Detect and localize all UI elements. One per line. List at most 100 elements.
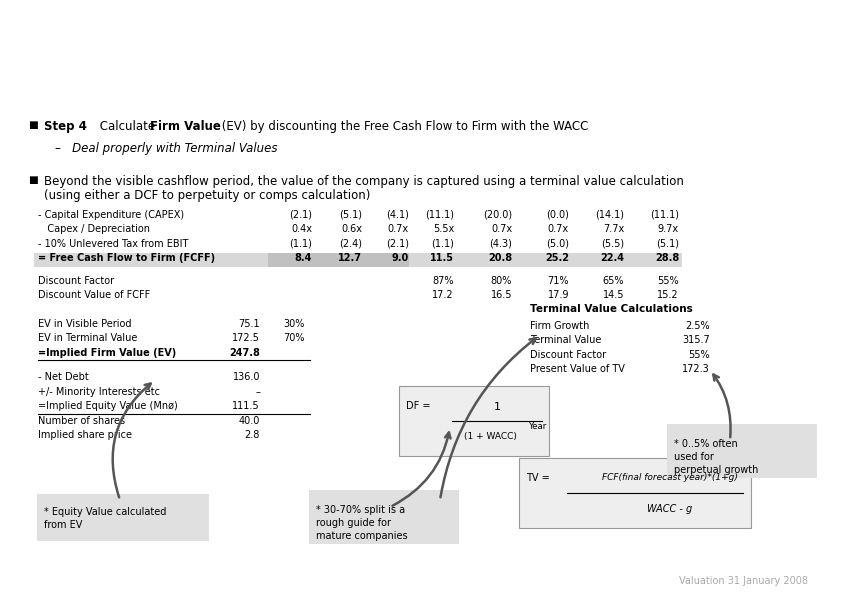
Text: Calculate: Calculate — [96, 120, 159, 133]
Text: =Implied Firm Value (EV): =Implied Firm Value (EV) — [38, 348, 176, 358]
Text: * 30-70% split is a
rough guide for
mature companies: * 30-70% split is a rough guide for matu… — [316, 505, 408, 541]
Text: * 0..5% often
used for
perpetual growth: * 0..5% often used for perpetual growth — [674, 439, 759, 476]
Text: (0.0): (0.0) — [546, 210, 569, 220]
Text: 12.7: 12.7 — [338, 253, 362, 263]
Text: 55%: 55% — [689, 350, 710, 360]
Text: ■: ■ — [28, 120, 38, 130]
Text: (20.0): (20.0) — [482, 210, 512, 220]
Text: 172.5: 172.5 — [232, 333, 260, 343]
Text: 172.3: 172.3 — [682, 364, 710, 374]
Text: 22.4: 22.4 — [600, 253, 624, 263]
Text: (5.5): (5.5) — [601, 239, 624, 249]
Text: Discount Value of FCFF: Discount Value of FCFF — [38, 290, 150, 300]
Text: 16.5: 16.5 — [491, 290, 512, 300]
FancyBboxPatch shape — [34, 253, 682, 267]
Text: 7.7x: 7.7x — [603, 224, 624, 234]
Text: (1 + WACC): (1 + WACC) — [464, 432, 516, 440]
Text: 0.4x: 0.4x — [291, 224, 312, 234]
Text: 9.7x: 9.7x — [658, 224, 679, 234]
Text: 17.2: 17.2 — [433, 290, 454, 300]
Text: 9.0: 9.0 — [392, 253, 409, 263]
Text: 20.8: 20.8 — [488, 253, 512, 263]
Text: 40.0: 40.0 — [238, 416, 260, 426]
Text: ■: ■ — [28, 175, 38, 185]
Text: 2.5%: 2.5% — [685, 321, 710, 331]
Text: Firm Value: Firm Value — [150, 120, 221, 133]
Text: FCF(final forecast year)*(1+g): FCF(final forecast year)*(1+g) — [602, 473, 738, 482]
Text: 28.8: 28.8 — [655, 253, 679, 263]
Text: 25.2: 25.2 — [545, 253, 569, 263]
Text: 87%: 87% — [433, 276, 454, 286]
Text: Year: Year — [529, 421, 547, 430]
FancyBboxPatch shape — [657, 13, 692, 66]
Text: Number of shares: Number of shares — [38, 416, 125, 426]
FancyBboxPatch shape — [519, 458, 751, 528]
Text: 55%: 55% — [658, 276, 679, 286]
Text: 11.5: 11.5 — [430, 253, 454, 263]
Text: Valuation 31 January 2008: Valuation 31 January 2008 — [679, 576, 808, 585]
Text: 71%: 71% — [547, 276, 569, 286]
Text: 17.9: 17.9 — [547, 290, 569, 300]
Text: 80%: 80% — [491, 276, 512, 286]
Text: TV =: TV = — [526, 473, 550, 483]
FancyBboxPatch shape — [309, 490, 459, 544]
Text: Discount Factor: Discount Factor — [530, 350, 606, 360]
Text: (11.1): (11.1) — [425, 210, 454, 220]
Text: Present Value of TV: Present Value of TV — [530, 364, 625, 374]
Text: (4.3): (4.3) — [489, 239, 512, 249]
Text: Terminal Value: Terminal Value — [530, 336, 601, 345]
Text: (14.1): (14.1) — [595, 210, 624, 220]
Text: 30%: 30% — [284, 319, 305, 329]
Text: 8.4: 8.4 — [295, 253, 312, 263]
FancyBboxPatch shape — [667, 424, 817, 478]
Text: Discount Factor: Discount Factor — [38, 276, 115, 286]
Text: Firm Growth: Firm Growth — [530, 321, 589, 331]
Text: Beyond the visible cashflow period, the value of the company is captured using a: Beyond the visible cashflow period, the … — [44, 175, 684, 188]
Text: WACC - g: WACC - g — [647, 504, 693, 514]
Text: (4.1): (4.1) — [386, 210, 409, 220]
Text: 247.8: 247.8 — [229, 348, 260, 358]
Text: - Net Debt: - Net Debt — [38, 372, 88, 382]
Text: 315.7: 315.7 — [682, 336, 710, 345]
Text: (1.1): (1.1) — [431, 239, 454, 249]
Text: Implied share price: Implied share price — [38, 430, 132, 440]
Text: (2.1): (2.1) — [289, 210, 312, 220]
Text: 36: 36 — [813, 574, 829, 587]
Text: 70%: 70% — [284, 333, 305, 343]
Text: (1.1): (1.1) — [289, 239, 312, 249]
Text: Capex / Depreciation: Capex / Depreciation — [38, 224, 150, 234]
Text: 111.5: 111.5 — [232, 401, 260, 411]
Text: =Implied Equity Value (Mnø): =Implied Equity Value (Mnø) — [38, 401, 178, 411]
Text: - 10% Unlevered Tax from EBIT: - 10% Unlevered Tax from EBIT — [38, 239, 189, 249]
Text: (11.1): (11.1) — [650, 210, 679, 220]
Text: Step 4: Step 4 — [44, 120, 87, 133]
Text: 0.6x: 0.6x — [341, 224, 362, 234]
Text: (5.1): (5.1) — [656, 239, 679, 249]
Text: 136.0: 136.0 — [232, 372, 260, 382]
Text: DF =: DF = — [406, 401, 430, 411]
Text: Terminal Value Calculations: Terminal Value Calculations — [530, 305, 693, 314]
FancyBboxPatch shape — [37, 494, 209, 541]
Text: = Free Cash Flow to Firm (FCFF): = Free Cash Flow to Firm (FCFF) — [38, 253, 215, 263]
Text: EV in Terminal Value: EV in Terminal Value — [38, 333, 137, 343]
Text: 5.5x: 5.5x — [433, 224, 454, 234]
Text: +/- Minority Interests etc: +/- Minority Interests etc — [38, 387, 160, 397]
FancyBboxPatch shape — [399, 386, 549, 456]
Text: - Capital Expenditure (CAPEX): - Capital Expenditure (CAPEX) — [38, 210, 184, 220]
Text: * Equity Value calculated
from EV: * Equity Value calculated from EV — [44, 507, 167, 530]
Text: EV in Visible Period: EV in Visible Period — [38, 319, 131, 329]
FancyBboxPatch shape — [268, 253, 409, 267]
Text: –: – — [255, 387, 260, 397]
Text: Discounted Cash Flow Valuation: Discounted Cash Flow Valuation — [21, 31, 398, 51]
Text: K: K — [668, 30, 681, 48]
Text: (5.1): (5.1) — [339, 210, 362, 220]
Text: 14.5: 14.5 — [603, 290, 624, 300]
Text: KAUPÞING: KAUPÞING — [720, 33, 792, 46]
Text: 15.2: 15.2 — [658, 290, 679, 300]
Text: 0.7x: 0.7x — [491, 224, 512, 234]
Text: (2.1): (2.1) — [386, 239, 409, 249]
Text: 2.8: 2.8 — [245, 430, 260, 440]
Text: 0.7x: 0.7x — [388, 224, 409, 234]
Text: 0.7x: 0.7x — [548, 224, 569, 234]
Text: 1: 1 — [493, 402, 500, 412]
